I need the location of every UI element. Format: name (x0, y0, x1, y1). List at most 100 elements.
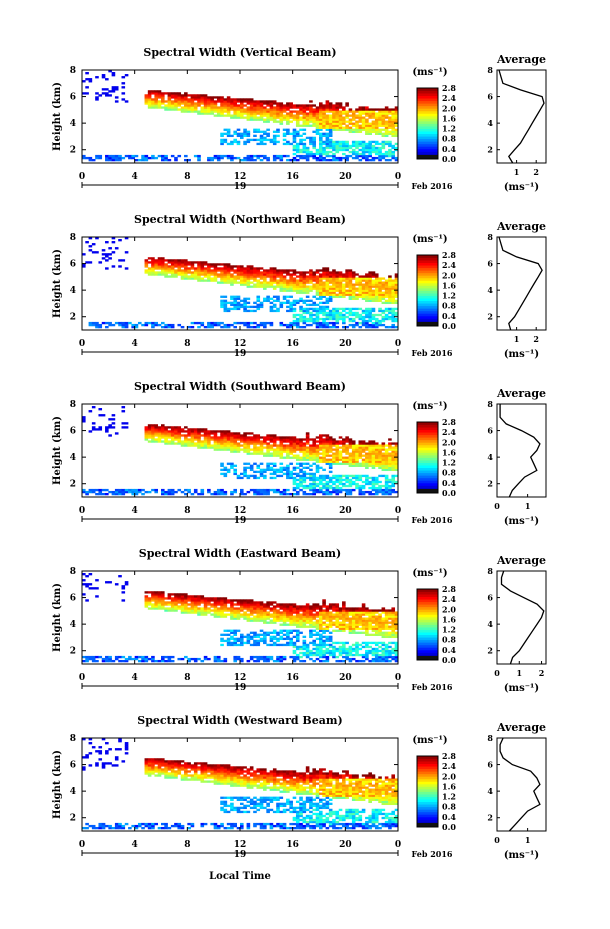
heatmap-cell (282, 633, 287, 636)
heatmap-cell (233, 599, 238, 602)
heatmap-cell (210, 269, 214, 272)
heatmap-cell (315, 621, 320, 624)
heatmap-cell (338, 307, 343, 311)
heatmap-cell (266, 617, 270, 620)
heatmap-cell (272, 605, 277, 608)
heatmap-cell (210, 436, 214, 439)
heatmap-cell (322, 275, 326, 278)
heatmap-cell (391, 114, 396, 117)
heatmap-cell (361, 108, 366, 111)
heatmap-cell (322, 140, 326, 144)
heatmap-cell (355, 279, 359, 282)
heatmap-cell (302, 104, 307, 107)
heatmap-cell (282, 104, 287, 107)
heatmap-cell (223, 659, 228, 663)
heatmap-cell (263, 142, 267, 146)
heatmap-cell (167, 436, 172, 439)
heatmap-cell (157, 261, 162, 264)
heatmap-cell (351, 460, 356, 463)
heatmap-cell (332, 287, 336, 290)
colorbar-step (417, 100, 438, 104)
heatmap-cell (177, 259, 182, 262)
heatmap-cell (391, 301, 396, 305)
heatmap-cell (128, 490, 132, 494)
heatmap-cell (216, 110, 221, 113)
chart-title: Spectral Width (Eastward Beam) (139, 547, 341, 560)
heatmap-cell (309, 150, 313, 154)
heatmap-cell (240, 275, 244, 278)
heatmap-cell (259, 305, 264, 309)
colorbar-step (417, 485, 438, 489)
heatmap-cell (348, 307, 353, 311)
heatmap-cell (240, 106, 244, 109)
heatmap-cell (203, 446, 208, 449)
heatmap-cell (348, 295, 353, 298)
heatmap-cell (295, 446, 300, 449)
heatmap-cell (388, 108, 392, 111)
y-axis-label: Height (km) (52, 249, 63, 318)
heatmap-cell (319, 456, 323, 459)
heatmap-cell (259, 134, 264, 138)
heatmap-cell (309, 492, 313, 496)
heatmap-cell (332, 454, 336, 457)
heatmap-cell (299, 619, 303, 622)
heatmap-cell (345, 476, 349, 480)
heatmap-cell (292, 130, 297, 133)
heatmap-cell (263, 621, 267, 624)
heatmap-cell (151, 271, 155, 274)
heatmap-cell (230, 267, 234, 270)
heatmap-cell (157, 440, 162, 443)
heatmap-cell (226, 279, 231, 282)
heatmap-cell (335, 309, 340, 313)
heatmap-cell (197, 275, 201, 278)
heatmap-cell (295, 621, 300, 624)
heatmap-cell (272, 303, 277, 307)
heatmap-cell (299, 605, 303, 608)
heatmap-cell (282, 609, 287, 612)
heatmap-cell (322, 645, 326, 649)
heatmap-cell (345, 452, 349, 455)
heatmap-cell (302, 315, 307, 319)
heatmap-cell (292, 309, 297, 313)
heatmap-cell (299, 458, 303, 461)
heatmap-cell (174, 436, 178, 439)
heatmap-cell (351, 446, 356, 449)
heatmap-cell (243, 299, 247, 302)
heatmap-cell (299, 325, 303, 329)
heatmap-cell (328, 492, 333, 496)
heatmap-cell (108, 418, 112, 421)
heatmap-cell (315, 120, 320, 123)
heatmap-cell (305, 436, 310, 439)
heatmap-cell (213, 605, 218, 608)
heatmap-cell (335, 148, 340, 152)
heatmap-cell (147, 424, 152, 427)
heatmap-cell (256, 657, 261, 661)
heatmap-cell (315, 156, 320, 160)
heatmap-cell (332, 281, 336, 284)
heatmap-cell (177, 104, 182, 107)
heatmap-cell (174, 605, 178, 608)
average-x-tick-label: 2 (533, 167, 539, 177)
heatmap-cell (322, 468, 326, 472)
heatmap-cell (276, 468, 280, 472)
heatmap-cell (305, 154, 310, 158)
heatmap-cell (381, 311, 386, 315)
heatmap-cell (378, 307, 382, 311)
heatmap-cell (295, 285, 300, 288)
heatmap-cell (378, 146, 382, 150)
heatmap-cell (319, 613, 323, 616)
heatmap-cell (295, 323, 300, 327)
heatmap-cell (276, 470, 280, 474)
heatmap-cell (315, 118, 320, 121)
heatmap-cell (319, 643, 323, 647)
heatmap-cell (292, 299, 297, 302)
heatmap-cell (355, 152, 359, 156)
heatmap-cell (105, 655, 109, 659)
heatmap-cell (88, 245, 93, 248)
heatmap-cell (305, 619, 310, 622)
heatmap-cell (388, 120, 392, 123)
heatmap-cell (249, 110, 254, 113)
heatmap-cell (259, 629, 264, 632)
heatmap-cell (259, 142, 264, 146)
heatmap-cell (240, 605, 244, 608)
